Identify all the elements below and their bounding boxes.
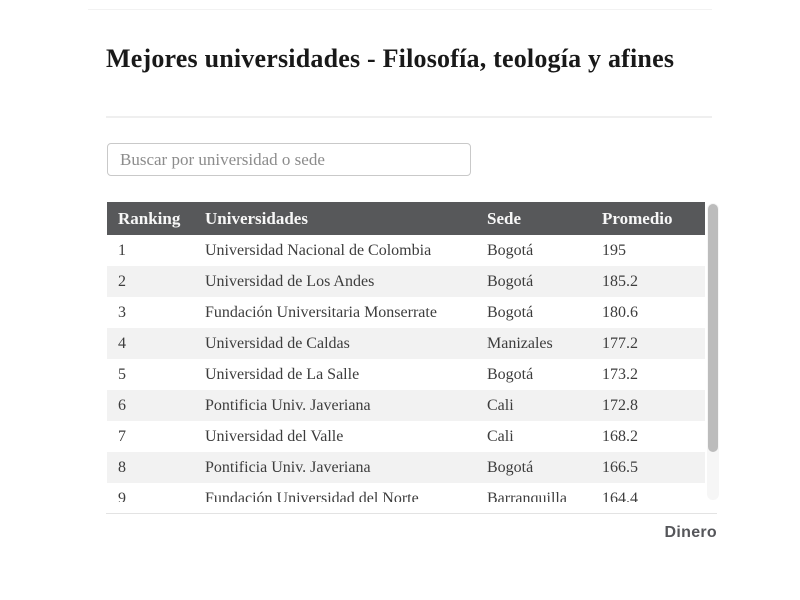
cell-universidad: Fundación Universidad del Norte	[205, 489, 419, 503]
cell-promedio: 180.6	[602, 303, 638, 321]
universities-table: Ranking Universidades Sede Promedio 1 Uni…	[107, 202, 705, 502]
cell-universidad: Pontificia Univ. Javeriana	[205, 458, 371, 476]
cell-universidad: Universidad de Caldas	[205, 334, 350, 352]
table-row: 5 Universidad de La Salle Bogotá 173.2	[107, 359, 705, 390]
table-body: 1 Universidad Nacional de Colombia Bogotá 1…	[107, 235, 705, 502]
cell-universidad: Universidad del Valle	[205, 427, 344, 445]
table-row: 8 Pontificia Univ. Javeriana Bogotá 166.5	[107, 452, 705, 483]
cell-universidad: Universidad de La Salle	[205, 365, 360, 383]
cell-sede: Bogotá	[487, 272, 534, 290]
page-title: Mejores universidades - Filosofía, teolo…	[106, 44, 675, 73]
cell-sede: Cali	[487, 396, 514, 414]
title-divider	[106, 116, 712, 118]
cell-ranking: 2	[118, 272, 126, 290]
bottom-divider	[106, 513, 717, 514]
cell-promedio: 173.2	[602, 365, 638, 383]
cell-ranking: 6	[118, 396, 126, 414]
cell-promedio: 195	[602, 241, 626, 259]
top-divider	[88, 9, 712, 10]
cell-sede: Bogotá	[487, 303, 534, 321]
cell-sede: Cali	[487, 427, 514, 445]
table-row: 7 Universidad del Valle Cali 168.2	[107, 421, 705, 452]
cell-promedio: 168.2	[602, 427, 638, 445]
table-scrollbar-track[interactable]	[707, 203, 719, 500]
cell-sede: Barranquilla	[487, 489, 567, 503]
cell-promedio: 177.2	[602, 334, 638, 352]
table-header-row: Ranking Universidades Sede Promedio	[107, 202, 705, 235]
cell-ranking: 4	[118, 334, 126, 352]
cell-promedio: 185.2	[602, 272, 638, 290]
table-row: 4 Universidad de Caldas Manizales 177.2	[107, 328, 705, 359]
cell-ranking: 8	[118, 458, 126, 476]
cell-ranking: 9	[118, 489, 126, 503]
table-row: 3 Fundación Universitaria Monserrate Bogot…	[107, 297, 705, 328]
cell-promedio: 172.8	[602, 396, 638, 414]
table-row: 1 Universidad Nacional de Colombia Bogotá 1…	[107, 235, 705, 266]
cell-sede: Bogotá	[487, 365, 534, 383]
cell-universidad: Pontificia Univ. Javeriana	[205, 396, 371, 414]
dinero-logo[interactable]: Dinero	[664, 524, 717, 541]
column-header-ranking[interactable]: Ranking	[118, 208, 181, 228]
cell-ranking: 1	[118, 241, 126, 259]
table-scrollbar-thumb[interactable]	[708, 204, 718, 452]
search-input[interactable]	[107, 143, 471, 176]
cell-promedio: 164.4	[602, 489, 638, 503]
cell-sede: Bogotá	[487, 241, 534, 259]
cell-universidad: Fundación Universitaria Monserrate	[205, 303, 437, 321]
cell-universidad: Universidad Nacional de Colombia	[205, 241, 432, 259]
cell-universidad: Universidad de Los Andes	[205, 272, 375, 290]
column-header-sede[interactable]: Sede	[487, 208, 521, 228]
cell-ranking: 7	[118, 427, 126, 445]
table-row: 6 Pontificia Univ. Javeriana Cali 172.8	[107, 390, 705, 421]
table-row: 9 Fundación Universidad del Norte Barranqu…	[107, 483, 705, 502]
column-header-promedio[interactable]: Promedio	[602, 208, 673, 228]
cell-ranking: 3	[118, 303, 126, 321]
cell-sede: Bogotá	[487, 458, 534, 476]
column-header-universidades[interactable]: Universidades	[205, 208, 308, 228]
cell-ranking: 5	[118, 365, 126, 383]
cell-sede: Manizales	[487, 334, 553, 352]
cell-promedio: 166.5	[602, 458, 638, 476]
table-row: 2 Universidad de Los Andes Bogotá 185.2	[107, 266, 705, 297]
